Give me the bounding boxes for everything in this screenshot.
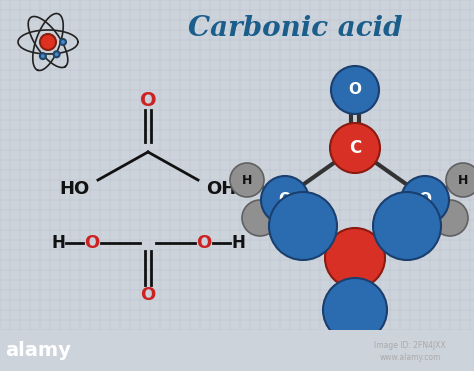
Circle shape <box>330 123 380 173</box>
Circle shape <box>40 34 56 50</box>
Text: H: H <box>231 234 245 252</box>
Circle shape <box>432 200 468 236</box>
Text: www.alamy.com: www.alamy.com <box>379 352 441 361</box>
Text: O: O <box>140 286 155 304</box>
Text: C: C <box>349 139 361 157</box>
Circle shape <box>325 228 385 288</box>
Circle shape <box>373 192 441 260</box>
Circle shape <box>230 163 264 197</box>
Text: H: H <box>51 234 65 252</box>
Circle shape <box>269 192 337 260</box>
Circle shape <box>242 200 278 236</box>
Circle shape <box>331 66 379 114</box>
Circle shape <box>261 176 309 224</box>
Text: H: H <box>242 174 252 187</box>
Text: alamy: alamy <box>5 341 71 361</box>
Circle shape <box>446 163 474 197</box>
Text: Carbonic acid: Carbonic acid <box>188 14 402 42</box>
Text: OH: OH <box>206 180 236 198</box>
Text: O: O <box>348 82 362 98</box>
Text: Image ID: 2FN4JXX: Image ID: 2FN4JXX <box>374 341 446 349</box>
Text: O: O <box>419 193 431 207</box>
Circle shape <box>54 51 60 57</box>
Text: HO: HO <box>60 180 90 198</box>
Text: O: O <box>196 234 211 252</box>
Circle shape <box>323 278 387 342</box>
Circle shape <box>60 39 66 45</box>
Text: O: O <box>84 234 100 252</box>
Text: O: O <box>279 193 292 207</box>
Circle shape <box>401 176 449 224</box>
Circle shape <box>40 53 46 59</box>
Text: H: H <box>458 174 468 187</box>
Text: O: O <box>140 91 156 109</box>
